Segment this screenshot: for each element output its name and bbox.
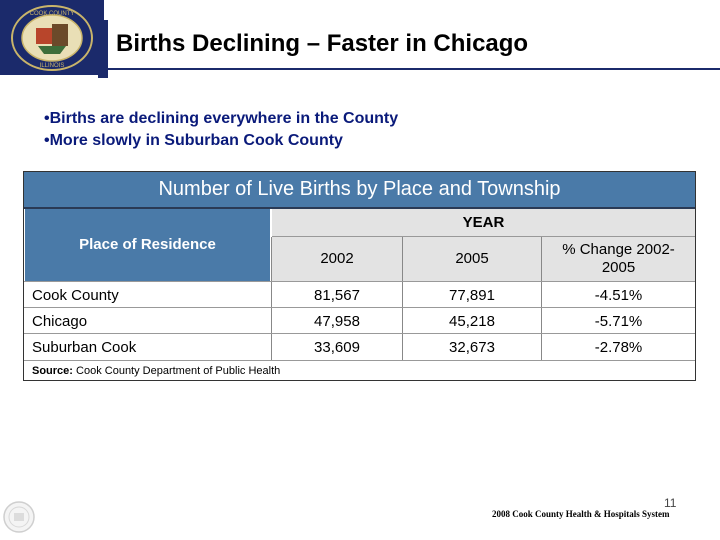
table-cell-change: -5.71% <box>594 312 643 330</box>
column-divider <box>271 237 272 361</box>
table-cell-change: -4.51% <box>594 286 643 304</box>
logo-shadow <box>98 20 108 78</box>
table-cell-2002: 33,609 <box>314 338 360 356</box>
births-table: Number of Live Births by Place and Towns… <box>23 171 696 381</box>
bullet-item: •Births are declining everywhere in the … <box>44 110 399 127</box>
year-header-cell: YEAR <box>272 209 695 237</box>
row-divider <box>24 333 695 334</box>
table-cell-2002: 47,958 <box>314 312 360 330</box>
svg-text:ILLINOIS: ILLINOIS <box>40 63 65 69</box>
page-title: Births Declining – Faster in Chicago <box>116 30 529 57</box>
table-row-place: Chicago <box>32 312 88 330</box>
source-label: Source: <box>32 365 73 377</box>
column-header-2005: 2005 <box>403 237 541 281</box>
table-cell-2005: 32,673 <box>449 338 495 356</box>
year-header-label: YEAR <box>462 214 505 231</box>
table-row-place: Cook County <box>32 286 119 304</box>
column-header-change: % Change 2002-2005 <box>542 237 695 281</box>
column-divider <box>402 237 403 361</box>
bullet-list: •Births are declining everywhere in the … <box>44 108 398 152</box>
row-divider <box>24 360 695 361</box>
table-row-place: Suburban Cook <box>32 338 137 356</box>
row-divider <box>24 307 695 308</box>
cook-county-seal-icon: COOK COUNTY ILLINOIS <box>11 5 93 71</box>
table-cell-2005: 77,891 <box>449 286 495 304</box>
svg-text:COOK COUNTY: COOK COUNTY <box>30 11 75 17</box>
table-cell-2002: 81,567 <box>314 286 360 304</box>
place-header-label: Place of Residence <box>79 236 216 253</box>
header-rule <box>104 68 720 70</box>
table-cell-change: -2.78% <box>594 338 643 356</box>
row-divider <box>24 281 695 282</box>
source-note: Source: Cook County Department of Public… <box>32 365 280 377</box>
footer-org-text: 2008 Cook County Health & Hospitals Syst… <box>492 509 670 519</box>
table-title: Number of Live Births by Place and Towns… <box>158 178 561 200</box>
logo-panel: COOK COUNTY ILLINOIS <box>0 0 104 75</box>
table-cell-2005: 45,218 <box>449 312 495 330</box>
column-divider <box>541 237 542 361</box>
source-text: Cook County Department of Public Health <box>72 365 281 377</box>
place-header-cell: Place of Residence <box>25 209 271 281</box>
bullet-item: •More slowly in Suburban Cook County <box>44 132 343 149</box>
table-title-bar: Number of Live Births by Place and Towns… <box>24 172 695 209</box>
footer-seal-icon <box>3 501 35 533</box>
column-header-2002: 2002 <box>272 237 402 281</box>
page-number: 11 <box>664 496 677 510</box>
